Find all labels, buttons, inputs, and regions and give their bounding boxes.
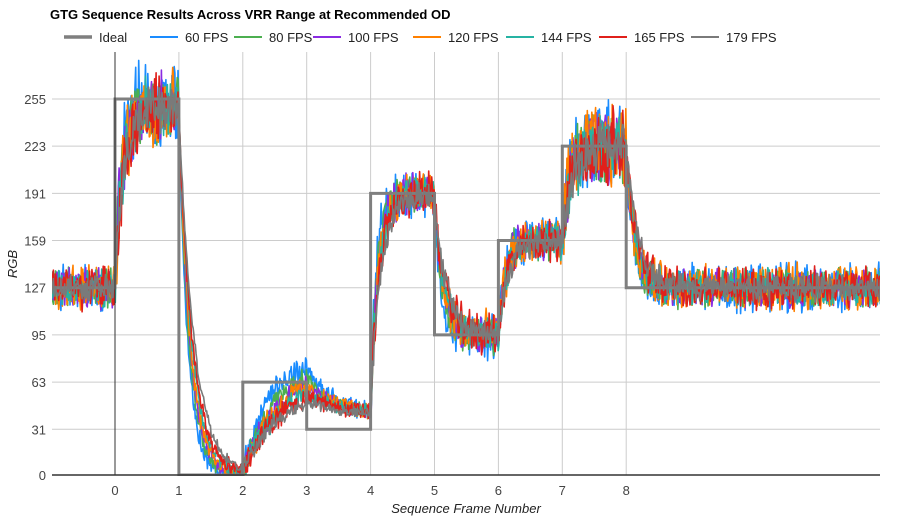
legend-label: 100 FPS <box>348 30 399 45</box>
y-tick-label: 255 <box>24 92 46 107</box>
y-tick-label: 127 <box>24 281 46 296</box>
legend-item[interactable]: 144 FPS <box>506 30 592 45</box>
chart-title: GTG Sequence Results Across VRR Range at… <box>50 7 450 22</box>
legend-label: 144 FPS <box>541 30 592 45</box>
y-tick-label: 95 <box>32 328 46 343</box>
legend-label: 179 FPS <box>726 30 777 45</box>
legend-label: 80 FPS <box>269 30 313 45</box>
legend-item[interactable]: 120 FPS <box>413 30 499 45</box>
x-tick-label: 2 <box>239 483 246 498</box>
x-tick-label: 3 <box>303 483 310 498</box>
y-tick-label: 31 <box>32 422 46 437</box>
x-tick-label: 1 <box>175 483 182 498</box>
y-tick-label: 223 <box>24 139 46 154</box>
x-axis-title: Sequence Frame Number <box>391 501 541 516</box>
y-tick-label: 159 <box>24 234 46 249</box>
legend: Ideal 60 FPS 80 FPS 100 FPS 120 FPS 144 FPS 16… <box>64 30 777 45</box>
x-tick-label: 4 <box>367 483 374 498</box>
legend-item[interactable]: 179 FPS <box>691 30 777 45</box>
y-tick-label: 0 <box>39 468 46 483</box>
x-tick-label: 6 <box>495 483 502 498</box>
legend-label: 120 FPS <box>448 30 499 45</box>
y-axis-title: RGB <box>5 250 20 279</box>
legend-item[interactable]: 60 FPS <box>150 30 229 45</box>
x-tick-label: 7 <box>559 483 566 498</box>
legend-item[interactable]: Ideal <box>64 30 127 45</box>
legend-item[interactable]: 100 FPS <box>313 30 399 45</box>
legend-item[interactable]: 80 FPS <box>234 30 313 45</box>
legend-label: 60 FPS <box>185 30 229 45</box>
x-tick-label: 5 <box>431 483 438 498</box>
x-tick-label: 0 <box>111 483 118 498</box>
legend-label: 165 FPS <box>634 30 685 45</box>
series-layer <box>52 59 880 476</box>
series-line-179-fps <box>52 85 880 475</box>
x-tick-label: 8 <box>623 483 630 498</box>
legend-label: Ideal <box>99 30 127 45</box>
y-tick-label: 191 <box>24 186 46 201</box>
legend-item[interactable]: 165 FPS <box>599 30 685 45</box>
y-tick-label: 63 <box>32 375 46 390</box>
axes <box>52 52 880 476</box>
tick-labels: 0 31 63 95 127 159 191 223 255 0 1 2 3 4 5 6 7 8 <box>24 92 630 498</box>
series-line-ideal <box>52 97 880 476</box>
